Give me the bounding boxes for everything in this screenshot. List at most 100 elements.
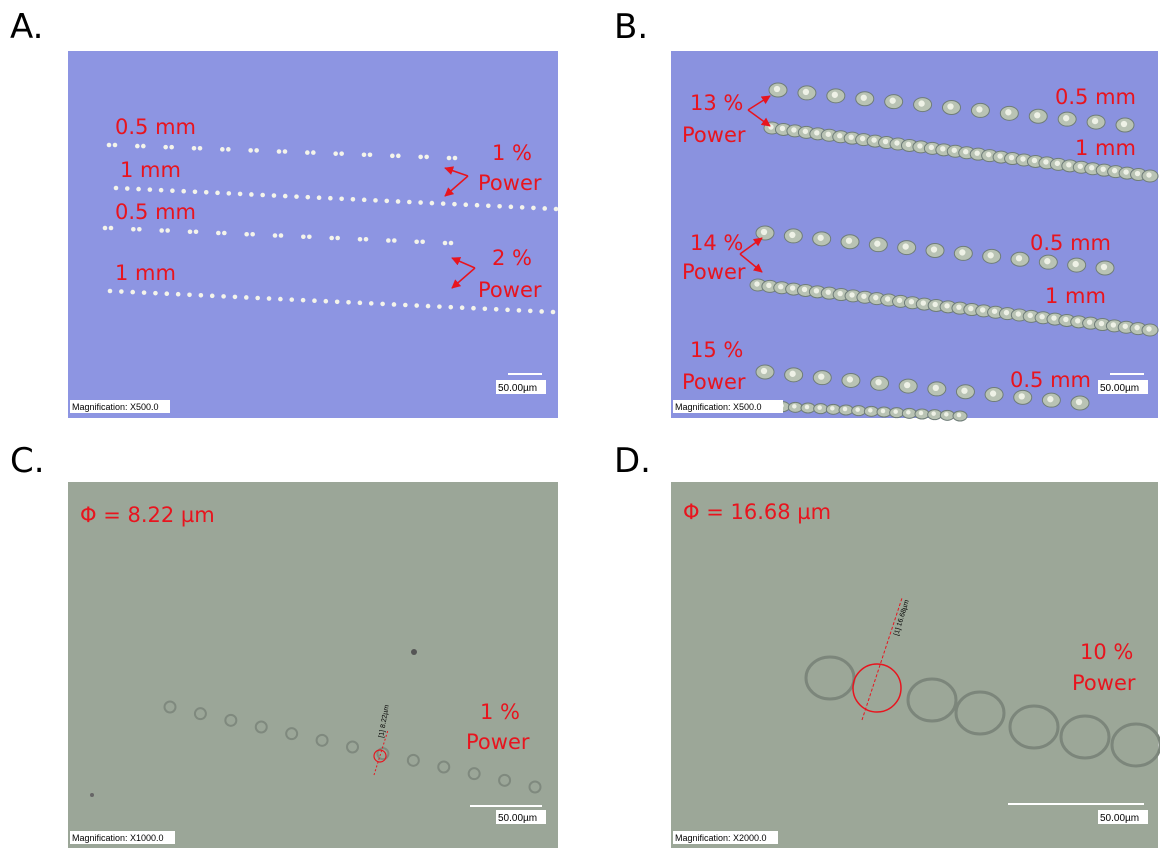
scale-bar: 50.00µm bbox=[498, 383, 537, 394]
feature bbox=[176, 292, 181, 297]
feature bbox=[260, 193, 265, 198]
feature bbox=[904, 382, 910, 388]
feature bbox=[463, 202, 468, 207]
feature bbox=[968, 306, 973, 311]
magnification: Magnification: X500.0 bbox=[675, 402, 762, 412]
feature bbox=[497, 204, 502, 209]
feature bbox=[255, 296, 260, 301]
feature bbox=[90, 793, 94, 797]
feature bbox=[141, 144, 146, 149]
figure: A. B. C. D. 0.5 mm 1 mm 0.5 mm 1 mm 1 % … bbox=[0, 0, 1160, 849]
feature bbox=[494, 307, 499, 312]
feature bbox=[803, 89, 809, 95]
panel-a-image bbox=[68, 51, 558, 418]
feature bbox=[1146, 326, 1151, 331]
feature bbox=[307, 234, 312, 239]
feature bbox=[805, 405, 810, 410]
feature bbox=[974, 150, 979, 155]
feature bbox=[107, 143, 112, 148]
feature bbox=[761, 368, 767, 374]
feature bbox=[789, 232, 795, 238]
feature bbox=[531, 206, 536, 211]
feature bbox=[392, 238, 397, 243]
label: Power bbox=[1072, 671, 1136, 695]
feature bbox=[368, 152, 373, 157]
feature bbox=[778, 284, 783, 289]
feature bbox=[774, 86, 780, 92]
label: 1 % bbox=[480, 700, 520, 724]
feature bbox=[194, 229, 199, 234]
magnification: Magnification: X500.0 bbox=[72, 402, 159, 412]
label: 1 mm bbox=[1045, 284, 1106, 308]
label: 0.5 mm bbox=[1030, 231, 1111, 255]
feature bbox=[818, 373, 824, 379]
feature bbox=[1134, 325, 1139, 330]
label: 1 % bbox=[492, 141, 532, 165]
feature bbox=[944, 303, 949, 308]
panel-d-image bbox=[671, 482, 1158, 848]
feature bbox=[906, 410, 911, 415]
feature bbox=[875, 379, 881, 385]
feature bbox=[929, 145, 934, 150]
feature bbox=[1063, 115, 1069, 121]
feature bbox=[380, 302, 385, 307]
feature bbox=[142, 290, 147, 295]
feature bbox=[1111, 322, 1116, 327]
feature bbox=[362, 198, 367, 203]
feature bbox=[238, 192, 243, 197]
feature bbox=[1019, 393, 1025, 399]
feature bbox=[339, 196, 344, 201]
feature bbox=[407, 200, 412, 205]
feature bbox=[1073, 261, 1079, 267]
feature bbox=[244, 232, 249, 237]
feature bbox=[227, 191, 232, 196]
feature bbox=[159, 188, 164, 193]
feature bbox=[766, 283, 771, 288]
label: Power bbox=[466, 730, 530, 754]
feature bbox=[193, 189, 198, 194]
feature bbox=[873, 295, 878, 300]
feature bbox=[254, 148, 259, 153]
feature bbox=[791, 127, 796, 132]
feature bbox=[1063, 317, 1068, 322]
feature bbox=[826, 289, 831, 294]
feature bbox=[244, 295, 249, 300]
feature bbox=[1039, 314, 1044, 319]
feature bbox=[351, 197, 356, 202]
feature bbox=[957, 413, 962, 418]
feature bbox=[542, 206, 547, 211]
feature bbox=[471, 306, 476, 311]
panel-c-image bbox=[68, 482, 558, 848]
feature bbox=[279, 233, 284, 238]
label: 15 % bbox=[690, 338, 743, 362]
feature bbox=[215, 191, 220, 196]
feature bbox=[826, 132, 831, 137]
feature bbox=[1112, 168, 1117, 173]
feature bbox=[267, 296, 272, 301]
feature bbox=[551, 310, 556, 315]
scale-bar: 50.00µm bbox=[1100, 813, 1139, 824]
feature bbox=[997, 153, 1002, 158]
feature bbox=[1135, 171, 1140, 176]
feature bbox=[373, 198, 378, 203]
feature bbox=[921, 300, 926, 305]
feature bbox=[289, 297, 294, 302]
feature bbox=[364, 237, 369, 242]
feature bbox=[980, 307, 985, 312]
feature bbox=[181, 189, 186, 194]
feature bbox=[443, 241, 448, 246]
feature bbox=[384, 199, 389, 204]
label: Φ = 16.68 µm bbox=[683, 500, 831, 524]
feature bbox=[1123, 324, 1128, 329]
feature bbox=[333, 151, 338, 156]
feature bbox=[932, 302, 937, 307]
feature bbox=[163, 145, 168, 150]
feature bbox=[418, 155, 423, 160]
feature bbox=[897, 298, 902, 303]
feature bbox=[1044, 258, 1050, 264]
feature bbox=[475, 203, 480, 208]
feature bbox=[460, 305, 465, 310]
feature bbox=[250, 232, 255, 237]
feature bbox=[830, 406, 835, 411]
feature bbox=[846, 238, 852, 244]
